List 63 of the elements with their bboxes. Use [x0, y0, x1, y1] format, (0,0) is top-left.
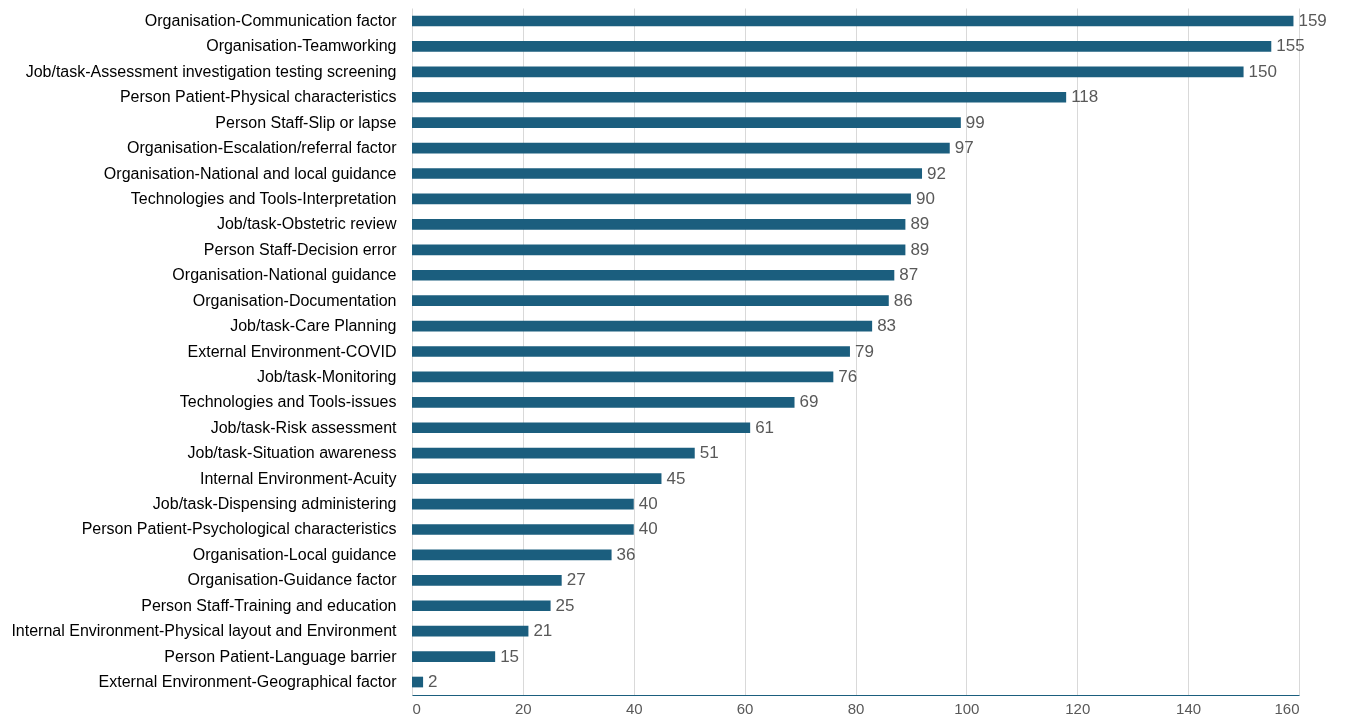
y-tick-label: Organisation-Local guidance — [192, 545, 397, 563]
data-label: 89 — [910, 214, 930, 234]
y-tick-label: Person Staff-Slip or lapse — [215, 113, 397, 131]
y-tick-label: Organisation-Teamworking — [206, 37, 397, 55]
data-label: 79 — [854, 341, 874, 361]
data-label: 89 — [910, 239, 930, 259]
x-tick-label: 60 — [736, 699, 754, 717]
y-tick-label: Internal Environment-Physical layout and Environment — [11, 622, 398, 640]
y-tick-label: Job/task-Dispensing administering — [152, 495, 397, 513]
data-label: 76 — [838, 366, 858, 386]
data-label: 45 — [666, 468, 686, 488]
y-tick-label: Person Staff-Training and education — [141, 596, 397, 614]
y-tick-label: Organisation-National and local guidance — [103, 164, 397, 182]
data-label: 61 — [755, 417, 775, 437]
data-label: 97 — [954, 138, 974, 158]
y-tick-label: Internal Environment-Acuity — [199, 469, 397, 487]
data-label: 25 — [555, 595, 575, 615]
y-tick-label: External Environment-COVID — [187, 342, 397, 360]
x-tick-label: 0 — [412, 699, 421, 717]
data-label: 51 — [699, 443, 719, 463]
data-label: 92 — [927, 163, 946, 183]
x-tick-label: 100 — [954, 699, 980, 717]
x-tick-label: 160 — [1274, 699, 1300, 717]
y-tick-label: Organisation-Escalation/referral factor — [127, 139, 398, 157]
y-tick-label: Technologies and Tools-issues — [179, 393, 397, 411]
data-label: 15 — [500, 646, 520, 666]
y-tick-label: Job/task-Assessment investigation testing screening — [25, 62, 397, 80]
data-label: 155 — [1276, 36, 1305, 56]
y-tick-label: Organisation-Communication factor — [144, 11, 398, 29]
data-label: 83 — [877, 316, 897, 336]
data-label: 69 — [799, 392, 819, 412]
y-tick-label: Organisation-Guidance factor — [187, 571, 398, 589]
data-label: 40 — [638, 494, 658, 514]
y-tick-label: Job/task-Obstetric review — [216, 215, 397, 233]
y-tick-label: Person Staff-Decision error — [203, 240, 398, 258]
y-tick-label: Job/task-Care Planning — [230, 317, 397, 335]
data-label: 86 — [893, 290, 913, 310]
x-tick-label: 40 — [625, 699, 643, 717]
data-label: 99 — [965, 112, 985, 132]
y-tick-label: Technologies and Tools-Interpretation — [130, 189, 397, 207]
data-label: 40 — [638, 519, 658, 539]
y-tick-label: Person Patient-Psychological characteristics — [81, 520, 397, 538]
y-tick-label: Person Patient-Language barrier — [164, 647, 398, 665]
x-tick-label: 80 — [847, 699, 865, 717]
data-label: 27 — [566, 570, 586, 590]
x-tick-label: 120 — [1065, 699, 1091, 717]
data-label: 118 — [1071, 87, 1099, 107]
data-label: 87 — [899, 265, 919, 285]
data-label: 21 — [533, 621, 553, 641]
x-tick-label: 140 — [1176, 699, 1202, 717]
y-tick-label: Job/task-Situation awareness — [187, 444, 397, 462]
y-tick-label: Job/task-Risk assessment — [210, 418, 398, 436]
x-tick-label: 20 — [515, 699, 532, 717]
data-label: 159 — [1298, 10, 1327, 30]
y-tick-label: Organisation-Documentation — [192, 291, 397, 309]
data-label: 90 — [915, 188, 935, 208]
data-label: 2 — [428, 672, 438, 692]
data-label: 36 — [616, 544, 636, 564]
y-tick-label: Organisation-National guidance — [172, 266, 397, 284]
y-tick-label: External Environment-Geographical factor — [98, 673, 398, 691]
y-tick-label: Person Patient-Physical characteristics — [119, 88, 397, 106]
y-tick-label: Job/task-Monitoring — [256, 367, 397, 385]
data-label: 150 — [1248, 61, 1277, 81]
